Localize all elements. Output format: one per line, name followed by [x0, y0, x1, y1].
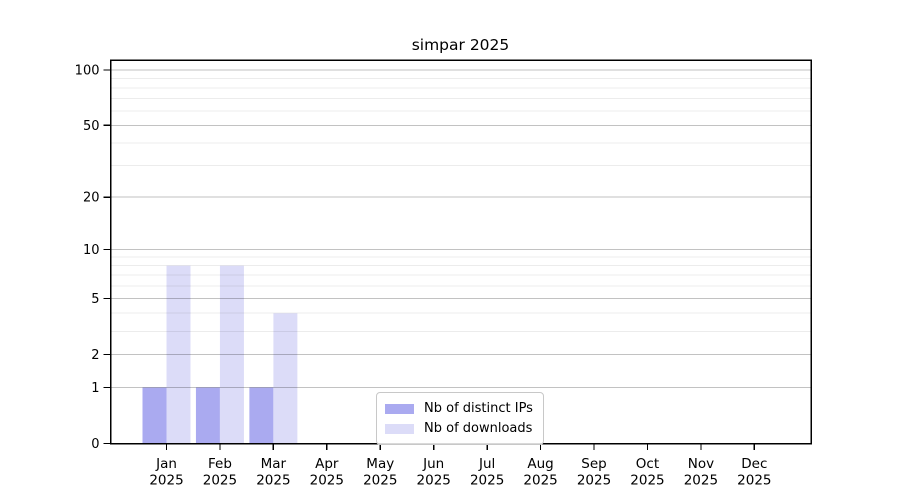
legend-swatch-downloads-icon — [385, 423, 414, 434]
legend-label-distinct-ips: Nb of distinct IPs — [424, 401, 533, 416]
svg-text:20: 20 — [83, 191, 100, 206]
svg-text:2025: 2025 — [149, 473, 183, 489]
svg-text:2025: 2025 — [256, 473, 290, 489]
svg-text:2025: 2025 — [737, 473, 771, 489]
svg-text:10: 10 — [83, 243, 100, 258]
chart-title: simpar 2025 — [411, 36, 510, 54]
legend: Nb of distinct IPs Nb of downloads — [376, 392, 544, 445]
svg-text:Sep: Sep — [581, 456, 606, 472]
svg-text:50: 50 — [83, 119, 100, 134]
svg-text:2025: 2025 — [523, 473, 557, 489]
legend-label-downloads: Nb of downloads — [424, 421, 533, 436]
svg-text:1: 1 — [91, 381, 99, 396]
svg-text:May: May — [366, 456, 394, 472]
legend-item-downloads: Nb of downloads — [385, 420, 535, 437]
svg-text:100: 100 — [75, 64, 100, 79]
svg-text:Mar: Mar — [261, 456, 287, 472]
svg-text:Dec: Dec — [741, 456, 767, 472]
svg-text:2025: 2025 — [363, 473, 397, 489]
legend-swatch-distinct-ips-icon — [385, 403, 414, 414]
svg-text:2025: 2025 — [577, 473, 611, 489]
svg-text:0: 0 — [91, 437, 99, 452]
svg-text:2025: 2025 — [470, 473, 504, 489]
svg-text:Jan: Jan — [155, 456, 177, 472]
svg-text:2025: 2025 — [630, 473, 664, 489]
svg-text:Oct: Oct — [636, 456, 659, 472]
svg-text:Feb: Feb — [208, 456, 232, 472]
svg-text:2: 2 — [91, 348, 99, 363]
svg-text:Nov: Nov — [688, 456, 714, 472]
svg-text:Jul: Jul — [478, 456, 495, 472]
svg-text:2025: 2025 — [310, 473, 344, 489]
svg-text:Aug: Aug — [527, 456, 553, 472]
svg-text:5: 5 — [91, 292, 99, 307]
legend-item-distinct-ips: Nb of distinct IPs — [385, 400, 535, 417]
svg-text:2025: 2025 — [684, 473, 718, 489]
svg-text:2025: 2025 — [417, 473, 451, 489]
svg-text:2025: 2025 — [203, 473, 237, 489]
svg-text:Jun: Jun — [422, 456, 444, 472]
svg-text:Apr: Apr — [315, 456, 339, 472]
